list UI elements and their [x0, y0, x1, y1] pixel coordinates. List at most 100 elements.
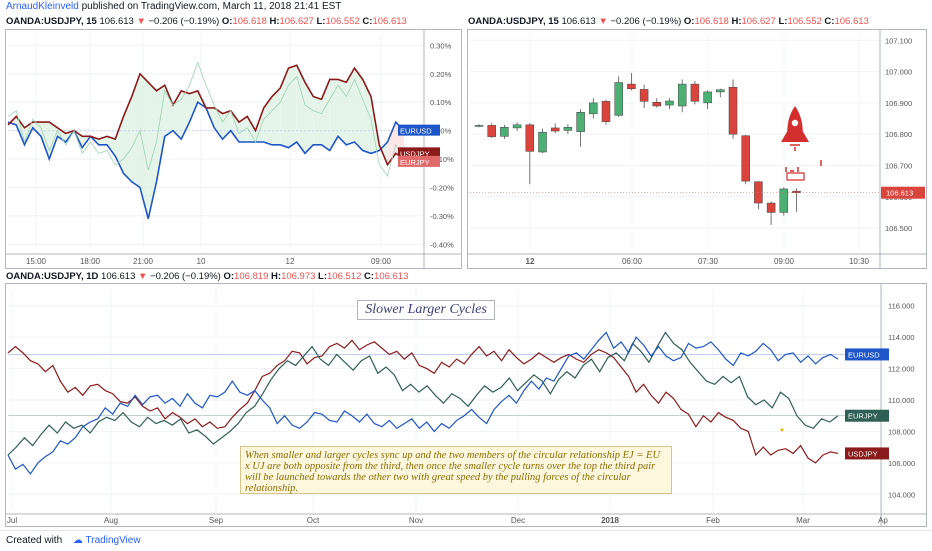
x-tick-label: Dec [511, 516, 525, 525]
candle-body [614, 82, 623, 116]
symbol-label: OANDA:USDJPY, 15 [6, 16, 97, 27]
close-value: 106.613 [374, 271, 409, 282]
spread-fill-segment [131, 73, 140, 188]
candle-body [728, 86, 738, 135]
spread-fill-segment [123, 96, 132, 182]
candle-body [665, 100, 674, 106]
tradingview-brand[interactable]: TradingView [85, 535, 141, 546]
last-price: 106.613 [561, 16, 596, 27]
author-link[interactable]: ArnaudKleinveld [6, 1, 79, 12]
low-label: L: [318, 271, 328, 282]
series-line-eurjpy [7, 331, 839, 456]
x-tick-label: 12 [526, 257, 535, 266]
spread-fill-segment [272, 88, 281, 145]
spread-fill-segment [214, 107, 223, 140]
panel-top-right-chart[interactable]: 107.100 107.000 106.900 106.800 106.700 106.6… [467, 29, 927, 269]
rocket-exhaust-icon [785, 144, 822, 172]
symbol-label: OANDA:USDJPY, 15 [468, 16, 559, 27]
x-tick-label: 07:30 [698, 257, 719, 266]
created-with-label: Created with [6, 535, 63, 546]
candle-body [766, 202, 776, 213]
price-change: −0.206 (−0.19%) [150, 271, 221, 282]
publication-header: ArnaudKleinveld published on TradingView… [0, 0, 932, 14]
close-label: C: [362, 16, 373, 27]
y-tick-label: 107.000 [885, 68, 912, 77]
x-tick-label: Sep [209, 516, 224, 525]
x-tick-label: 15:00 [26, 257, 47, 266]
value-label-text: EURJPY [400, 158, 430, 167]
panel-title-bottom: OANDA:USDJPY, 1D 106.613 ▼ −0.206 (−0.19… [6, 270, 408, 283]
candle-body [563, 127, 573, 131]
candle-body [677, 83, 687, 107]
value-label-text: USDJPY [848, 449, 878, 458]
daily-comparison-chart: 116.000 114.000 112.000 110.000 108.000 106.0… [6, 284, 926, 526]
y-tick-label: 106.700 [885, 161, 912, 170]
spread-fill-segment [263, 96, 272, 145]
candle-body [512, 124, 522, 129]
high-label: H: [271, 271, 282, 282]
x-tick-label: Aug [104, 516, 118, 525]
last-price-text: 106.613 [886, 189, 913, 198]
marker-dot [780, 428, 784, 432]
value-label-badge [845, 409, 889, 422]
down-arrow-icon: ▼ [136, 16, 146, 27]
publication-info: published on TradingView.com, March 11, … [78, 1, 342, 12]
analysis-note: When smaller and larger cycles sync up a… [240, 446, 672, 494]
candle-body [550, 127, 560, 132]
y-tick-label: 116.000 [888, 302, 915, 311]
candle-body [589, 102, 598, 115]
candle-body [690, 83, 700, 102]
close-label: C: [364, 271, 375, 282]
spread-fill-segment [107, 136, 116, 157]
last-price: 106.613 [99, 16, 134, 27]
cycles-title-label: Slower Larger Cycles [357, 300, 495, 320]
y-tick-label: 106.900 [885, 99, 912, 108]
price-change: −0.206 (−0.19%) [610, 16, 682, 27]
candle-body [716, 89, 725, 93]
open-value: 106.819 [234, 271, 269, 282]
low-label: L: [316, 16, 326, 27]
y-tick-label: 106.500 [885, 224, 912, 233]
candle-body [652, 101, 662, 107]
value-label-badge [845, 447, 889, 460]
value-label-badge [398, 124, 440, 136]
open-value: 106.618 [694, 16, 729, 27]
panel-title-top-right: OANDA:USDJPY, 15 106.613 ▼ −0.206 (−0.19… [468, 15, 869, 28]
candle-body [474, 125, 484, 127]
y-tick-label: -0.10% [430, 155, 454, 164]
rocket-window-icon [791, 119, 799, 127]
panel-top-left-chart[interactable]: 0.30% 0.20% 0.10% 0.00% -0.10% -0.20% -0.30% -0… [5, 29, 462, 269]
footer: Created with ☁ TradingView [0, 530, 932, 550]
spread-fill-segment [362, 79, 371, 154]
price-change: −0.206 (−0.19%) [148, 16, 220, 27]
tradingview-logo-icon: ☁ [72, 535, 83, 546]
close-value: 106.613 [372, 16, 407, 27]
spread-fill-segment [140, 73, 149, 219]
x-tick-label: 09:00 [774, 257, 795, 266]
spread-fill-segment [181, 90, 190, 140]
spread-fill-segment [148, 82, 157, 219]
spread-fill-segment [288, 65, 297, 148]
x-tick-label: Feb [706, 516, 720, 525]
value-label-text: USDJPY [400, 149, 430, 158]
intraday-comparison-chart: 0.30% 0.20% 0.10% 0.00% -0.10% -0.20% -0.30% -0… [6, 30, 461, 268]
series-line-eurjpy [7, 61, 405, 178]
x-tick-label: Jul [7, 516, 17, 525]
y-tick-label: 107.100 [885, 36, 912, 45]
candle-body [538, 132, 547, 153]
close-value: 106.613 [834, 16, 869, 27]
candle-body [500, 127, 509, 137]
y-tick-label: 104.000 [888, 490, 915, 499]
x-tick-label: 18:00 [80, 257, 101, 266]
high-label: H: [269, 16, 280, 27]
candle-body [576, 112, 585, 132]
panel-title-top-left: OANDA:USDJPY, 15 106.613 ▼ −0.206 (−0.19… [6, 15, 407, 28]
spread-fill-segment [57, 127, 66, 142]
x-tick-label: 10 [197, 257, 206, 266]
value-label-text: EURUSD [400, 127, 432, 136]
spread-fill-segment [280, 68, 289, 148]
open-value: 106.618 [232, 16, 267, 27]
series-line-eurusd [7, 331, 839, 475]
x-tick-label: 09:00 [371, 257, 392, 266]
candlestick-chart: 107.100 107.000 106.900 106.800 106.700 106.6… [468, 30, 926, 268]
